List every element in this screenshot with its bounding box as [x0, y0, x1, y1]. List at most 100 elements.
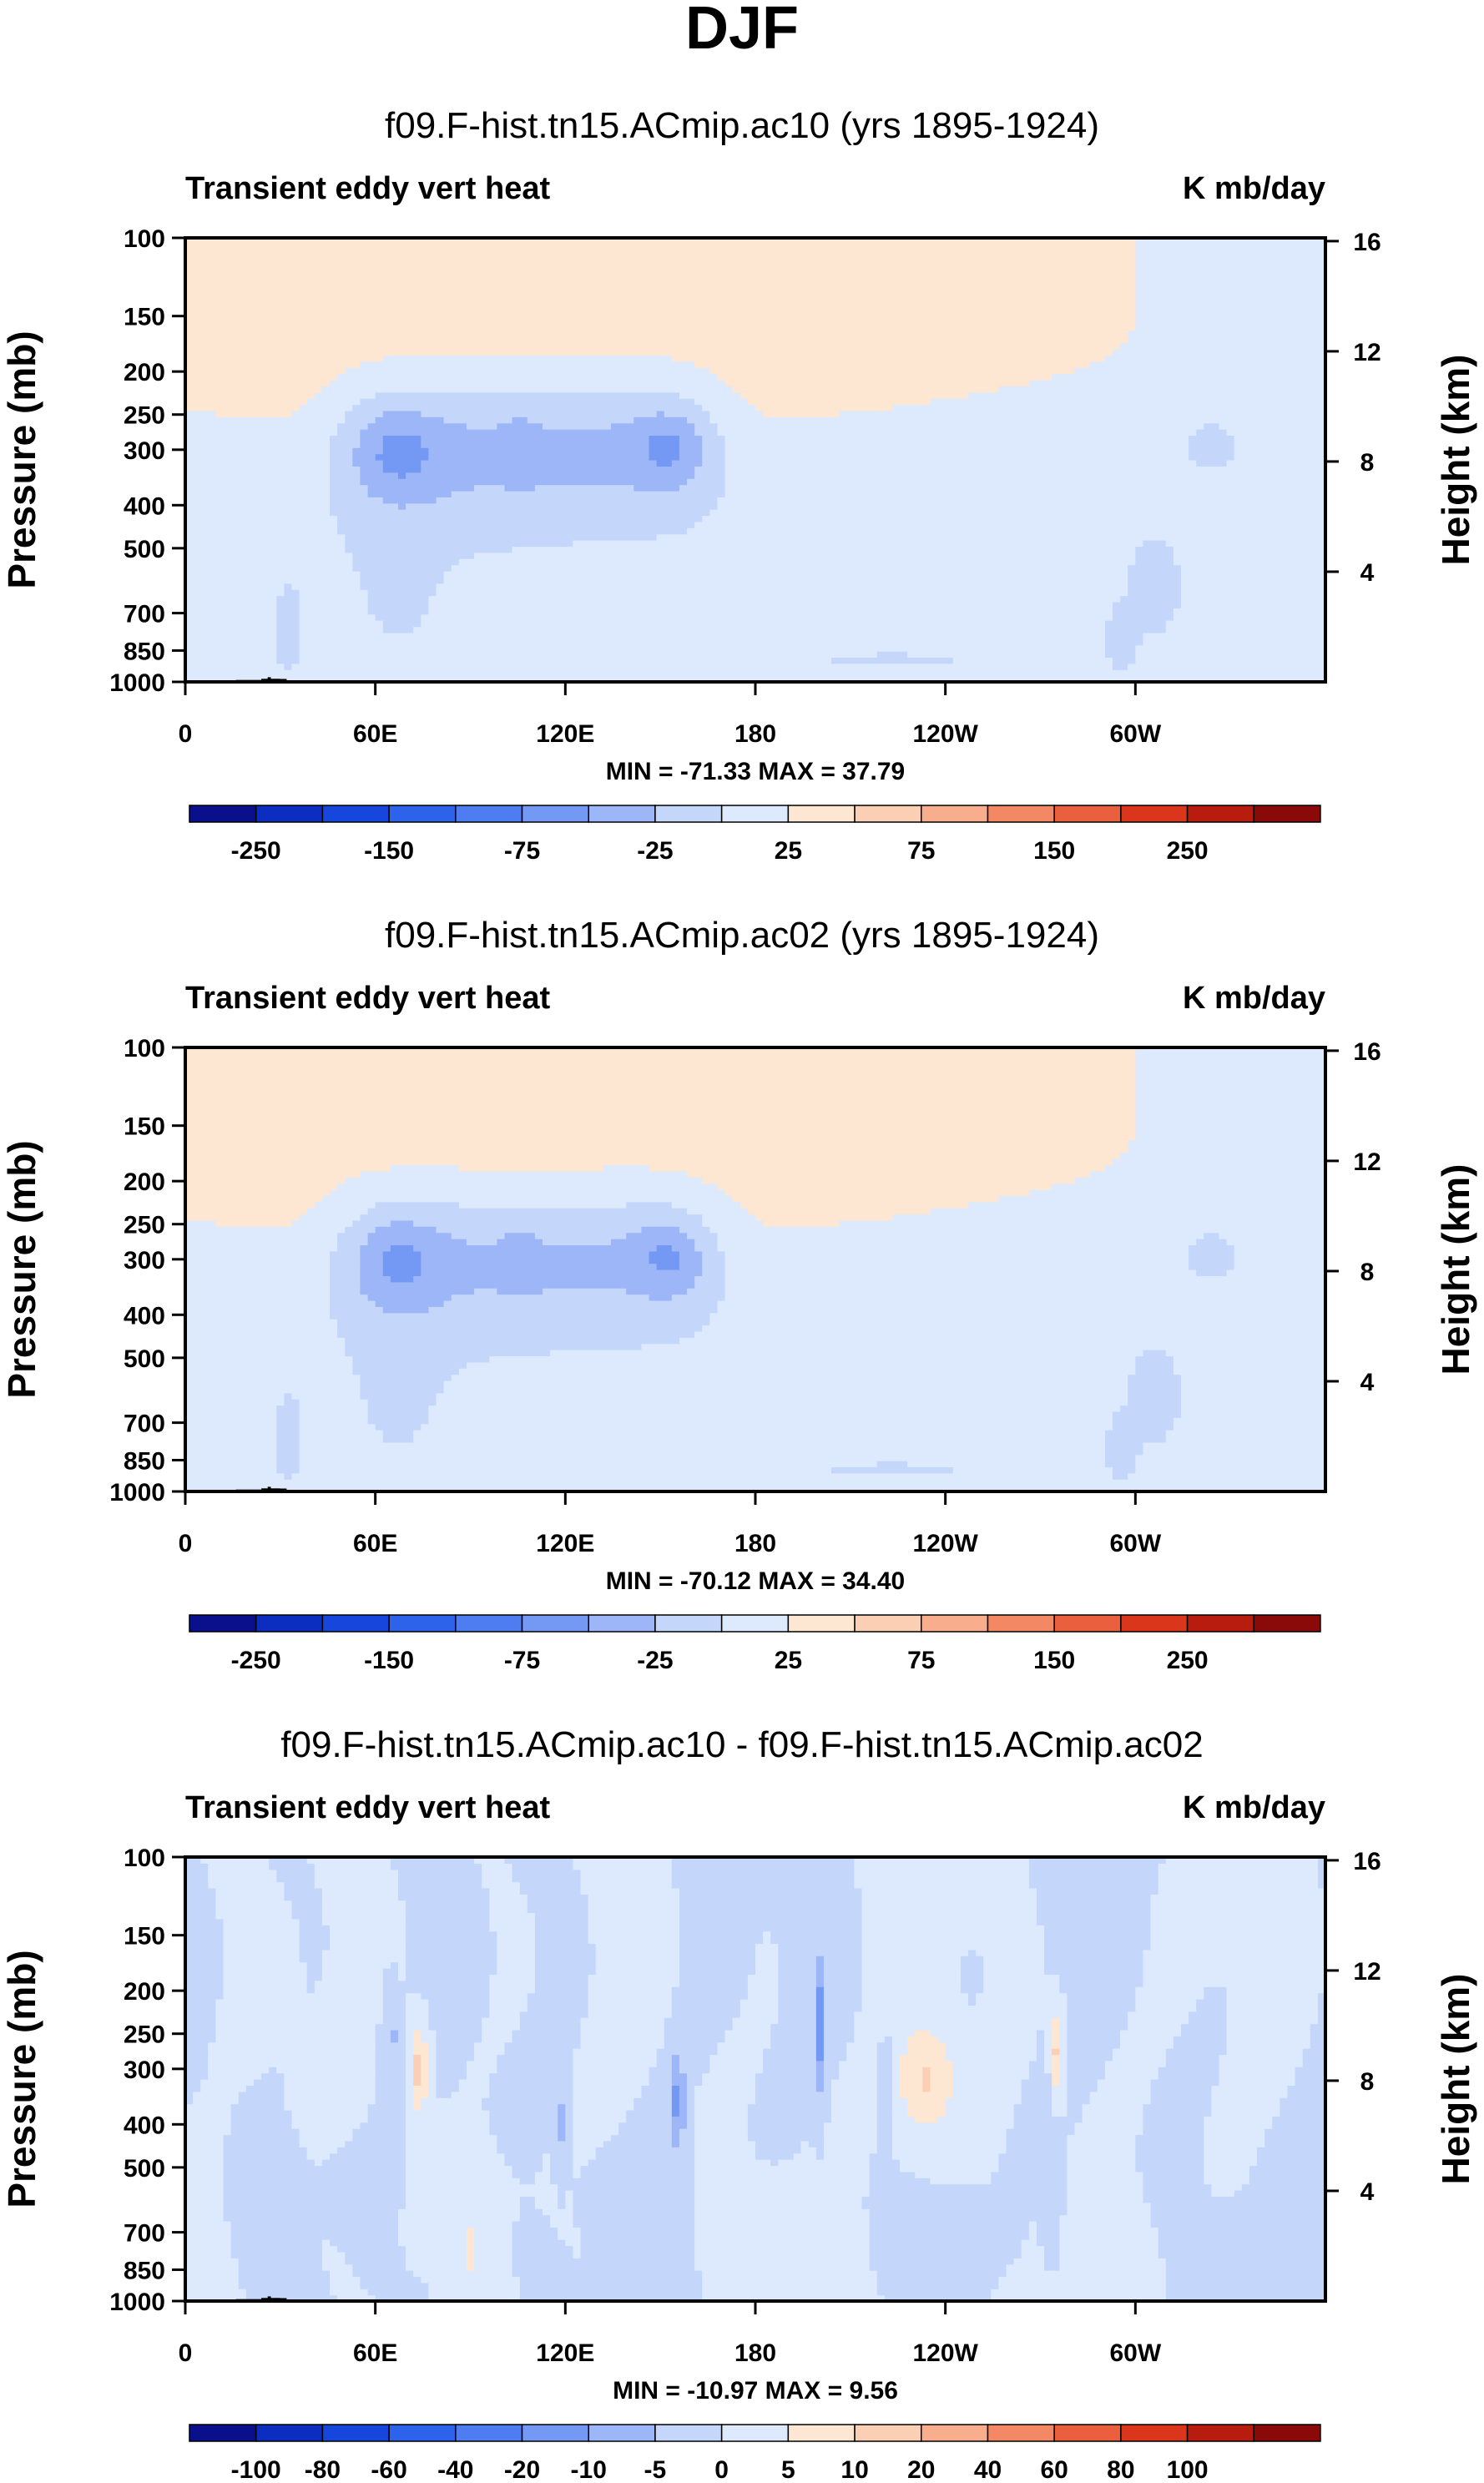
contour-cell — [1165, 620, 1326, 628]
contour-cell — [671, 1294, 726, 1301]
contour-cell — [952, 657, 1113, 664]
contour-cell — [815, 2054, 825, 2062]
contour-cell — [299, 1423, 376, 1431]
contour-cell — [1044, 2067, 1052, 2074]
contour-cell — [717, 1183, 1052, 1190]
contour-cell — [1013, 2116, 1083, 2123]
contour-cell — [1036, 1894, 1152, 1901]
contour-cell — [679, 2103, 688, 2111]
contour-cell — [679, 1974, 749, 1981]
xtick-label: 120W — [912, 720, 978, 748]
contour-cell — [1317, 2011, 1326, 2018]
contour-cell — [1135, 1998, 1197, 2006]
contour-cell — [1204, 2147, 1258, 2154]
contour-cell — [497, 1943, 536, 1951]
contour-cell — [360, 1392, 437, 1400]
contour-cell — [610, 1239, 695, 1246]
contour-cell — [436, 1392, 1128, 1400]
contour-cell — [1150, 1900, 1326, 1907]
contour-cell — [724, 472, 1326, 479]
contour-cell — [482, 2017, 521, 2025]
contour-cell — [1143, 2128, 1204, 2136]
contour-cell — [185, 2220, 232, 2228]
contour-cell — [671, 1869, 855, 1876]
contour-cell — [185, 1170, 361, 1178]
contour-cell — [321, 2263, 353, 2271]
panel-1: f09.F-hist.tn15.ACmip.ac10 (yrs 1895-192… — [0, 105, 1477, 785]
contour-cell — [671, 1857, 855, 1864]
colorbar-label: -250 — [231, 1647, 281, 1674]
contour-cell — [1128, 663, 1326, 670]
contour-cell — [595, 2147, 695, 2154]
contour-cell — [223, 1992, 384, 2000]
contour-cell — [694, 2165, 871, 2173]
contour-cell — [861, 1992, 969, 2000]
contour-cell — [284, 1399, 300, 1406]
contour-cell — [185, 1343, 346, 1350]
contour-cell — [299, 404, 353, 411]
contour-cell — [185, 509, 331, 517]
contour-cell — [1120, 1405, 1182, 1412]
contour-cell — [891, 1214, 1326, 1221]
contour-cell — [390, 1863, 482, 1870]
contour-cell — [1135, 275, 1326, 282]
contour-cell — [185, 1894, 217, 1901]
contour-cell — [1006, 2134, 1068, 2142]
contour-cell — [299, 1466, 832, 1474]
ytick-label: 850 — [124, 1447, 165, 1475]
contour-cell — [497, 2060, 574, 2067]
ytick-label: 1000 — [109, 1479, 165, 1506]
colorbar-box — [720, 805, 790, 823]
contour-cell — [891, 2048, 908, 2056]
contour-cell — [694, 2233, 871, 2240]
contour-cell — [276, 1411, 300, 1418]
ytick-label: 200 — [124, 1168, 165, 1196]
contour-cell — [185, 1226, 346, 1234]
contour-cell — [1104, 632, 1144, 639]
contour-cell — [330, 379, 726, 386]
contour-cell — [580, 2041, 665, 2049]
contour-cell — [739, 2005, 779, 2012]
contour-cell — [330, 1943, 406, 1951]
contour-cell — [185, 1294, 331, 1301]
contour-cell — [443, 1380, 1128, 1387]
contour-cell — [724, 2029, 771, 2036]
contour-cell — [1135, 558, 1174, 566]
contour-cell — [1264, 2140, 1326, 2147]
contour-cell — [1104, 2067, 1159, 2074]
contour-cell — [512, 2270, 703, 2278]
contour-cell — [815, 2036, 825, 2043]
contour-cell — [466, 422, 497, 430]
contour-cell — [1059, 2233, 1159, 2240]
contour-cell — [360, 478, 688, 486]
contour-cell — [185, 2183, 225, 2191]
contour-cell — [861, 1949, 969, 1956]
contour-cell — [1052, 2072, 1060, 2080]
contour-cell — [512, 2029, 582, 2036]
contour-cell — [534, 1949, 597, 1956]
contour-cell — [406, 2079, 414, 2086]
contour-cell — [185, 441, 331, 448]
contour-cell — [185, 2214, 225, 2222]
contour-cell — [558, 2190, 566, 2197]
contour-cell — [960, 1986, 984, 1994]
contour-cell — [1135, 1115, 1326, 1123]
contour-cell — [360, 361, 695, 368]
contour-cell — [337, 2245, 406, 2253]
contour-cell — [671, 2079, 688, 2086]
contour-cell — [815, 1986, 825, 1994]
contour-cell — [1143, 1961, 1326, 1969]
contour-cell — [876, 2122, 893, 2129]
contour-cell — [360, 1269, 384, 1276]
contour-cell — [702, 1257, 726, 1264]
contour-cell — [497, 1239, 543, 1246]
contour-cell — [185, 1128, 1136, 1135]
contour-cell — [337, 2147, 406, 2154]
contour-cell — [717, 1244, 1189, 1252]
contour-cell — [679, 2128, 695, 2136]
colorbar-box — [321, 805, 390, 823]
contour-cell — [1036, 2048, 1045, 2056]
contour-cell — [390, 1961, 399, 1969]
contour-cell — [952, 2091, 1022, 2098]
contour-cell — [352, 1355, 490, 1363]
